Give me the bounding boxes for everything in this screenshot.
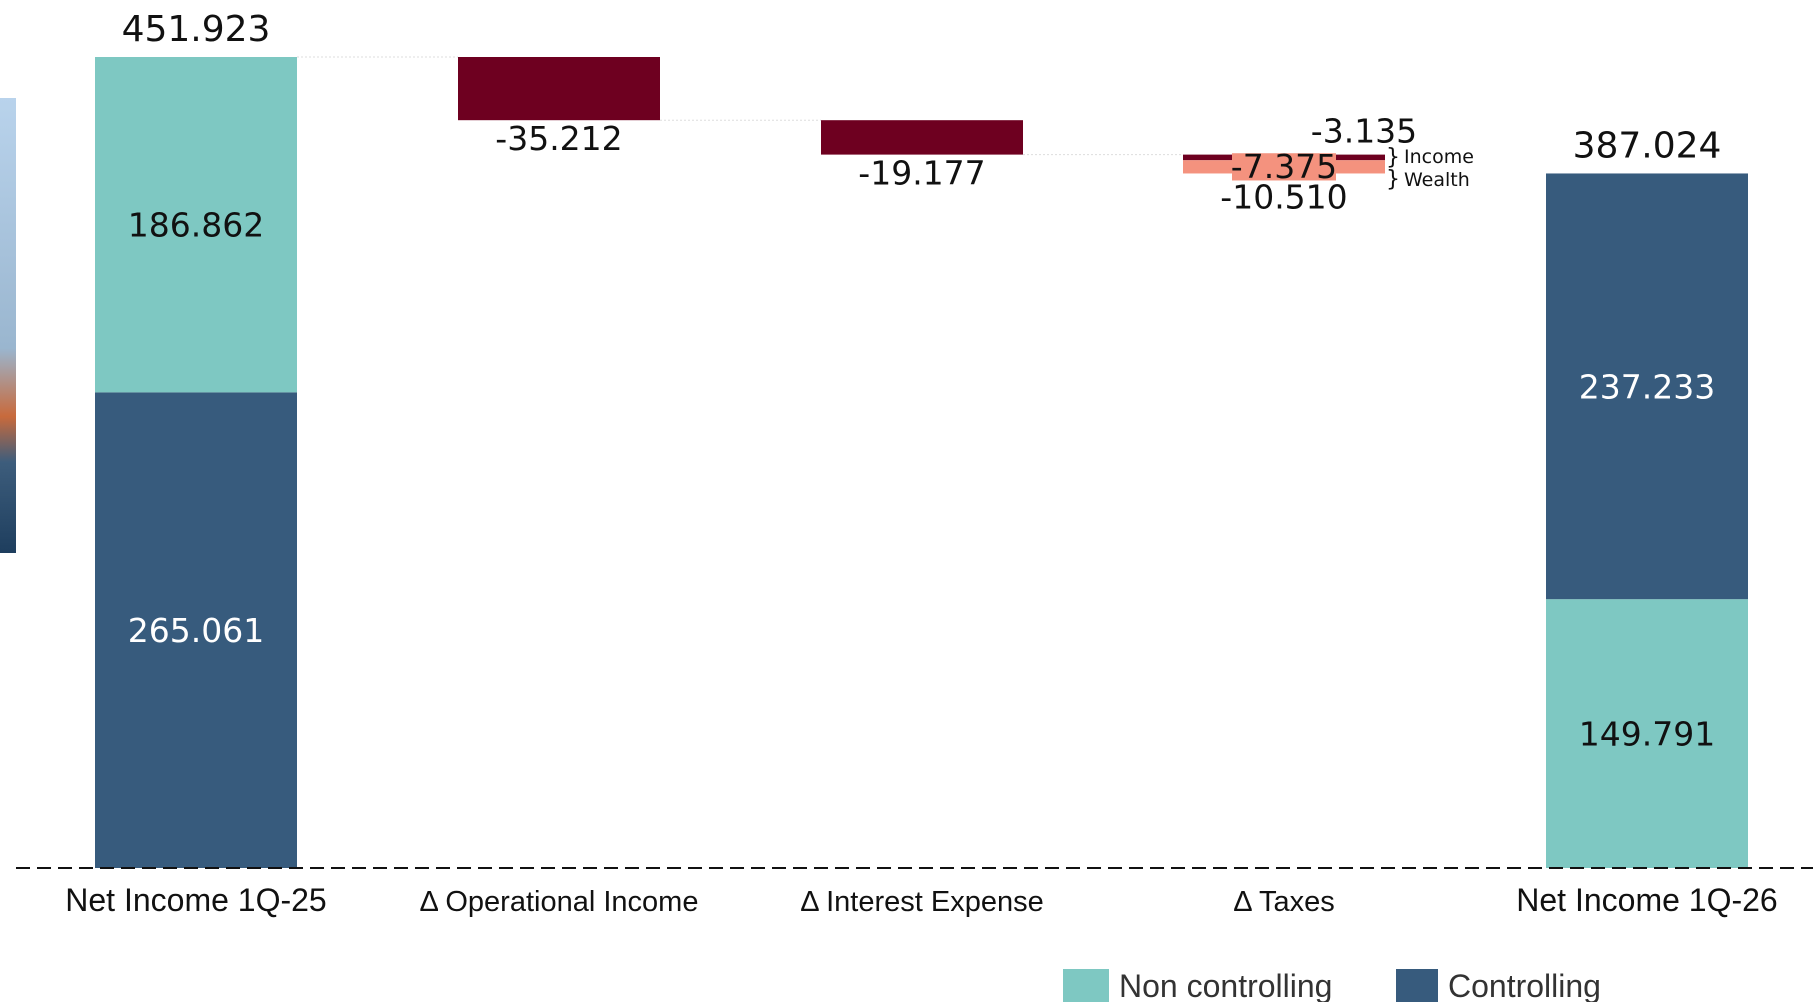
tax-component-income-name: Income bbox=[1404, 146, 1474, 168]
x-axis-labels: Net Income 1Q-25 Δ Operational Income Δ In… bbox=[65, 882, 1777, 918]
bars-layer bbox=[95, 57, 1748, 868]
legend-swatch-non-controlling bbox=[1063, 969, 1109, 1002]
legend: Non controlling Controlling bbox=[1063, 968, 1601, 1002]
x-tick-0: Net Income 1Q-25 bbox=[65, 882, 326, 918]
tax-component-wealth-name: Wealth bbox=[1404, 169, 1470, 191]
x-tick-4: Net Income 1Q-26 bbox=[1516, 882, 1777, 918]
x-tick-1: Δ Operational Income bbox=[420, 886, 699, 918]
photo-fragment bbox=[0, 98, 16, 553]
label-start-controlling: 265.061 bbox=[128, 611, 264, 650]
x-tick-3: Δ Taxes bbox=[1233, 886, 1335, 918]
x-tick-2: Δ Interest Expense bbox=[800, 886, 1043, 918]
connector-lines bbox=[297, 56, 1183, 156]
label-bg-tax-wealth bbox=[1232, 153, 1336, 181]
legend-label-controlling: Controlling bbox=[1448, 968, 1601, 1002]
bar-start-controlling bbox=[95, 392, 297, 868]
label-end-controlling: 237.233 bbox=[1579, 367, 1715, 406]
legend-swatch-controlling bbox=[1396, 969, 1438, 1002]
brace-wealth: } bbox=[1386, 167, 1400, 192]
tax-breakdown-annotation: } } Income Wealth bbox=[1386, 145, 1474, 192]
legend-label-non-controlling: Non controlling bbox=[1119, 968, 1332, 1002]
bar-end-non-controlling bbox=[1546, 599, 1748, 868]
label-end-non-controlling: 149.791 bbox=[1579, 715, 1715, 754]
brace-income: } bbox=[1386, 145, 1400, 170]
label-tax-total: -10.510 bbox=[1220, 177, 1347, 216]
bar-delta-0 bbox=[458, 57, 660, 121]
label-delta-1: -19.177 bbox=[858, 154, 985, 193]
label-tax-wealth: -7.375 bbox=[1231, 147, 1337, 186]
label-end-total: 387.024 bbox=[1573, 125, 1722, 166]
label-start-non-controlling: 186.862 bbox=[128, 206, 264, 245]
bar-end-controlling bbox=[1546, 173, 1748, 600]
label-start-total: 451.923 bbox=[122, 9, 271, 50]
label-delta-0: -35.212 bbox=[495, 119, 622, 158]
bar-delta-1 bbox=[821, 120, 1023, 155]
bar-start-non-controlling bbox=[95, 57, 297, 393]
labels-layer: 265.061 186.862 451.923 -35.212 -19.177 -3.13… bbox=[122, 9, 1722, 754]
label-tax-income: -3.135 bbox=[1311, 112, 1417, 151]
